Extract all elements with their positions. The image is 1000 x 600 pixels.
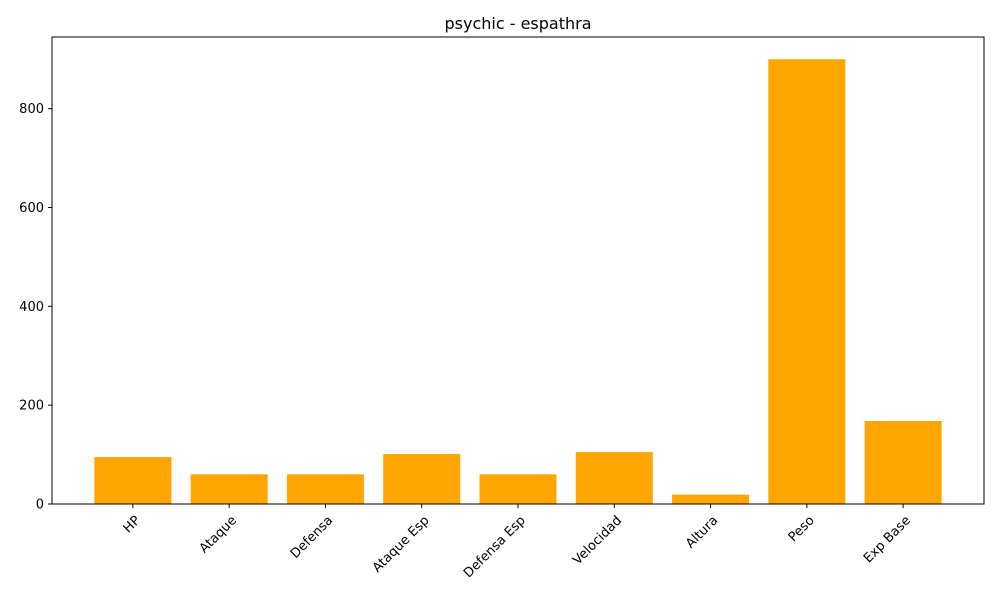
y-tick-label: 400 [19,300,44,315]
y-tick-label: 200 [19,399,44,414]
x-tick-label: Defensa Esp [461,513,529,581]
y-tick-label: 0 [36,498,44,513]
x-tick-label: Altura [683,513,721,551]
x-tick-label: Ataque Esp [370,513,433,576]
y-tick-label: 800 [19,102,44,117]
x-tick-label: Exp Base [861,513,914,566]
bar-altura [672,494,750,504]
bar-defensa-esp [479,474,557,504]
chart-title: psychic - espathra [444,14,591,33]
x-axis: HP Ataque Defensa Ataque Esp Defensa Esp Velo… [121,504,914,581]
bar-defensa [286,474,364,504]
bar-peso [768,59,846,504]
x-tick-label: Velocidad [570,513,625,568]
y-axis: 0 200 400 600 800 [19,102,52,513]
bar-hp [94,457,172,504]
plot-frame [51,36,985,505]
y-tick-label: 600 [19,201,44,216]
x-tick-label: Defensa [288,513,336,561]
x-tick-label: Peso [786,513,818,545]
bar-exp-base [864,420,942,504]
bar-ataque-esp [383,454,461,504]
bars-group [94,59,942,504]
bar-velocidad [575,452,653,504]
bar-ataque [190,474,268,504]
x-tick-label: HP [121,513,144,536]
x-tick-label: Ataque [197,513,240,556]
